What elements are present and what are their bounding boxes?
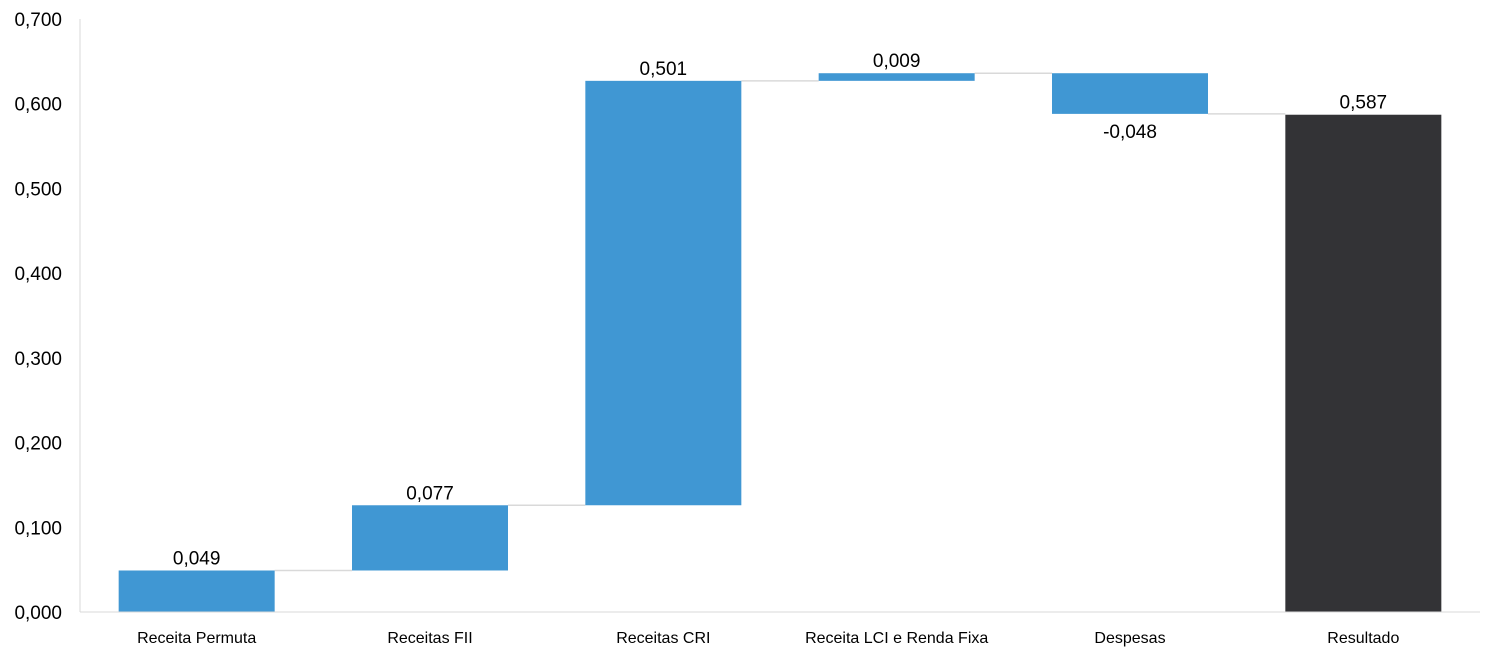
x-tick-label: Receita Permuta bbox=[137, 630, 256, 647]
y-tick-label: 0,300 bbox=[14, 349, 62, 370]
bar bbox=[818, 73, 975, 81]
bar bbox=[585, 80, 742, 506]
bar bbox=[352, 505, 508, 571]
bar bbox=[1052, 73, 1208, 114]
bars bbox=[118, 73, 1442, 612]
x-tick-label: Receitas CRI bbox=[616, 630, 710, 647]
y-tick-label: 0,700 bbox=[14, 10, 62, 31]
y-tick-label: 0,600 bbox=[14, 95, 62, 116]
data-label: 0,501 bbox=[640, 59, 688, 80]
x-axis: Receita Permuta Receitas FII Receitas CRI R… bbox=[80, 611, 1480, 647]
data-label: -0,048 bbox=[1103, 122, 1157, 143]
data-label: 0,077 bbox=[406, 483, 454, 504]
x-tick-label: Despesas bbox=[1094, 630, 1165, 647]
data-label: 0,009 bbox=[873, 51, 921, 72]
y-tick-label: 0,500 bbox=[14, 179, 62, 200]
x-tick-label: Receita LCI e Renda Fixa bbox=[805, 630, 988, 647]
y-tick-label: 0,400 bbox=[14, 264, 62, 285]
x-tick-label: Resultado bbox=[1327, 630, 1399, 647]
y-tick-label: 0,100 bbox=[14, 518, 62, 539]
total-bar bbox=[1285, 114, 1442, 612]
y-tick-label: 0,200 bbox=[14, 434, 62, 455]
bar bbox=[118, 570, 275, 612]
y-tick-label: 0,000 bbox=[14, 603, 62, 624]
data-label: 0,587 bbox=[1340, 93, 1388, 114]
x-tick-label: Receitas FII bbox=[387, 630, 472, 647]
connector-lines bbox=[274, 72, 1286, 572]
y-axis: 0,000 0,100 0,200 0,300 0,400 0,500 0,600 0,700 bbox=[14, 10, 81, 624]
data-label: 0,049 bbox=[173, 548, 221, 569]
data-labels: 0,049 0,077 0,501 0,009 -0,048 0,587 bbox=[173, 51, 1387, 569]
